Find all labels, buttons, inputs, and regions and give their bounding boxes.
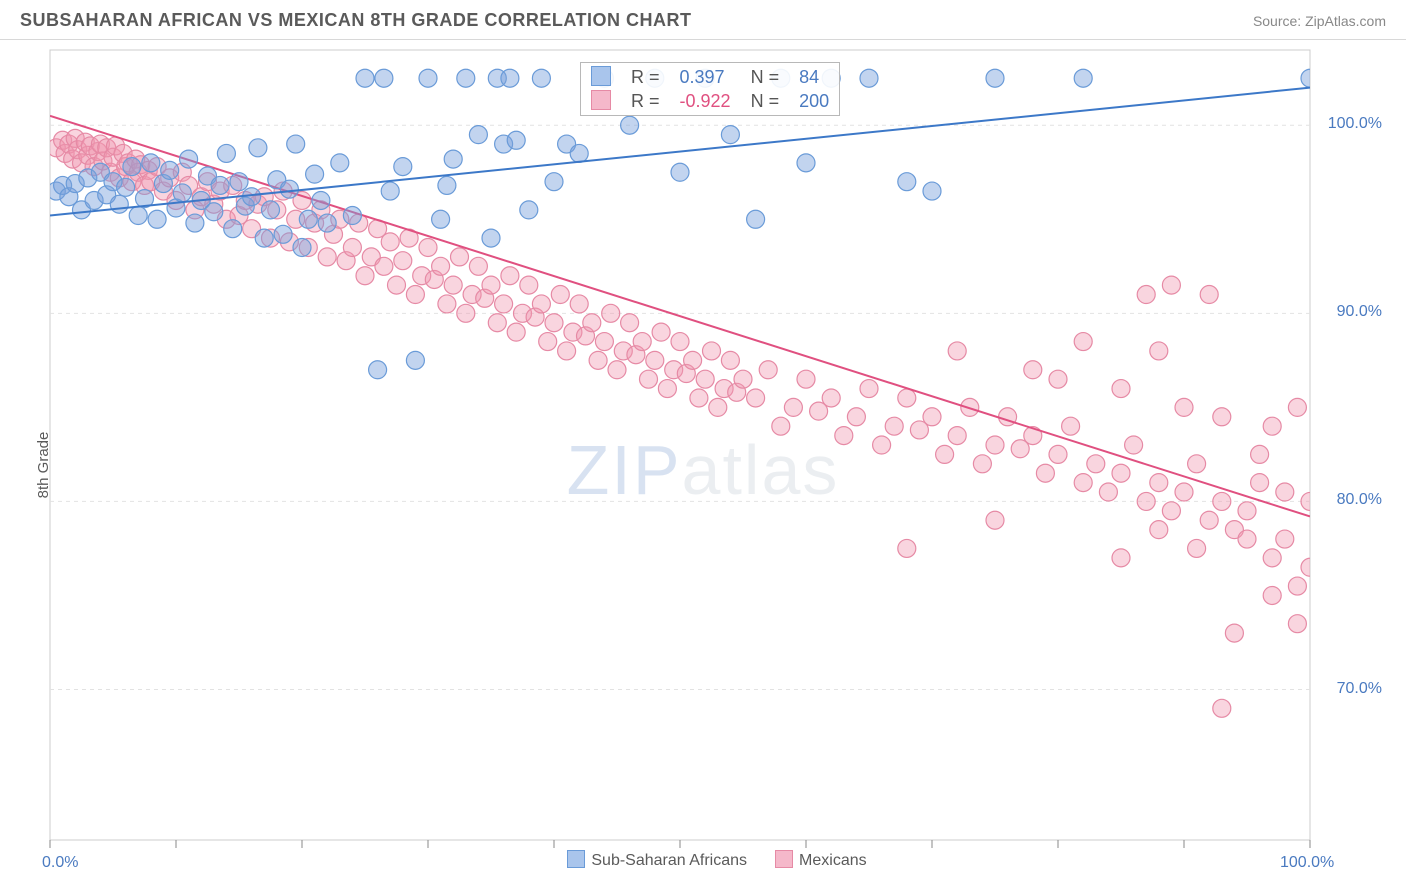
legend: Sub-Saharan Africans Mexicans bbox=[0, 850, 1406, 890]
scatter-chart-svg bbox=[0, 40, 1406, 890]
stats-label-r: R = bbox=[621, 89, 670, 113]
header: SUBSAHARAN AFRICAN VS MEXICAN 8TH GRADE … bbox=[0, 0, 1406, 40]
legend-label-pink: Mexicans bbox=[799, 852, 867, 869]
legend-swatch-pink bbox=[775, 850, 793, 868]
stats-swatch-pink bbox=[591, 90, 611, 110]
stats-row-pink: R = -0.922 N = 200 bbox=[581, 89, 839, 113]
y-tick-label: 90.0% bbox=[1322, 303, 1382, 321]
source-label: Source: ZipAtlas.com bbox=[1253, 13, 1386, 29]
y-tick-label: 70.0% bbox=[1322, 680, 1382, 698]
stats-label-n: N = bbox=[741, 65, 790, 89]
stats-value-n-blue: 84 bbox=[789, 65, 839, 89]
chart-area: 8th Grade ZIPatlas R = 0.397 N = 84 R = … bbox=[0, 40, 1406, 890]
stats-value-n-pink: 200 bbox=[789, 89, 839, 113]
stats-value-r-blue: 0.397 bbox=[670, 65, 741, 89]
correlation-stats-box: R = 0.397 N = 84 R = -0.922 N = 200 bbox=[580, 62, 840, 116]
chart-title: SUBSAHARAN AFRICAN VS MEXICAN 8TH GRADE … bbox=[20, 10, 692, 31]
stats-label-n: N = bbox=[741, 89, 790, 113]
y-tick-label: 100.0% bbox=[1322, 115, 1382, 133]
stats-label-r: R = bbox=[621, 65, 670, 89]
stats-value-r-pink: -0.922 bbox=[670, 89, 741, 113]
y-tick-label: 80.0% bbox=[1322, 491, 1382, 509]
legend-swatch-blue bbox=[567, 850, 585, 868]
stats-swatch-blue bbox=[591, 66, 611, 86]
legend-label-blue: Sub-Saharan Africans bbox=[591, 852, 747, 869]
stats-row-blue: R = 0.397 N = 84 bbox=[581, 65, 839, 89]
